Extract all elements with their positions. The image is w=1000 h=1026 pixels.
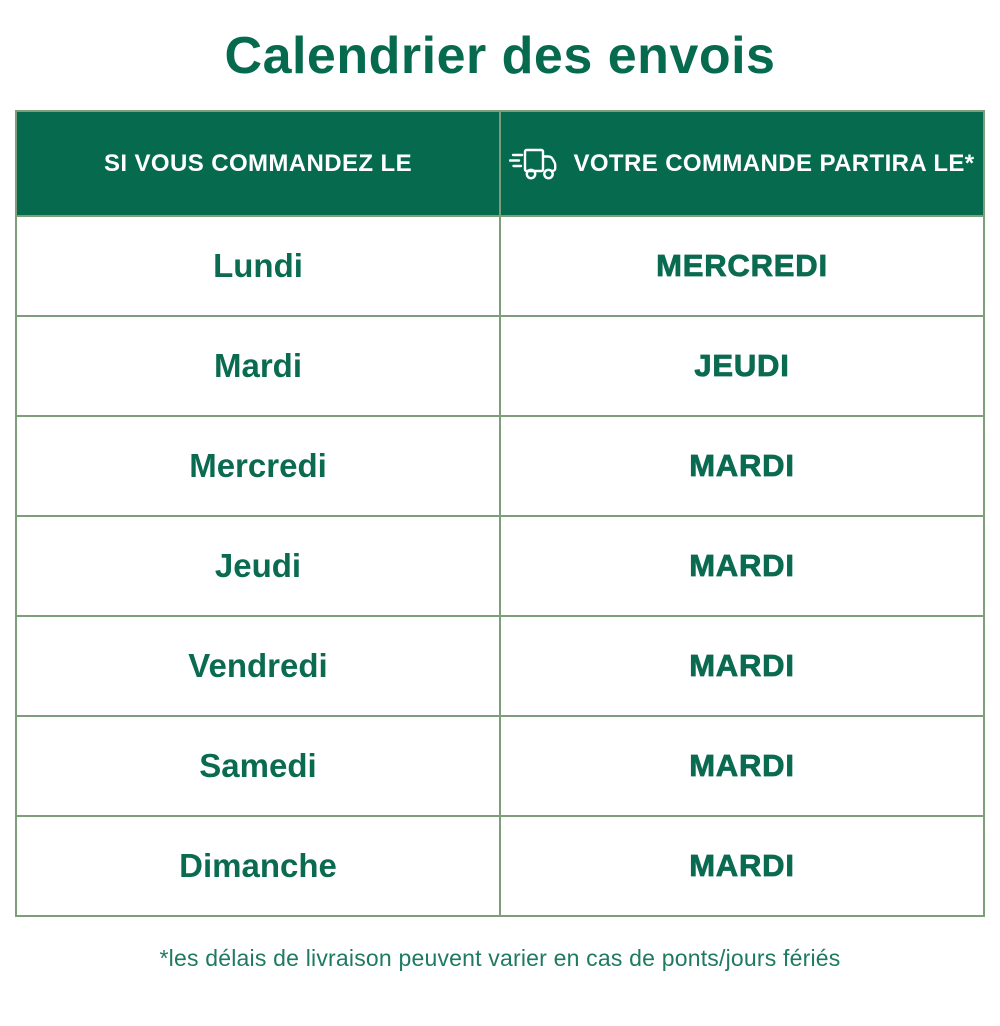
table-row: Dimanche MARDI	[15, 815, 985, 917]
order-day-cell: Mercredi	[15, 415, 501, 517]
order-day-cell: Dimanche	[15, 815, 501, 917]
ship-day-cell: MARDI	[499, 515, 985, 617]
order-day-column-header: SI VOUS COMMANDEZ LE	[15, 110, 501, 217]
table-row: Lundi MERCREDI	[15, 215, 985, 317]
table-row: Vendredi MARDI	[15, 615, 985, 717]
ship-day-column-header: VOTRE COMMANDE PARTIRA LE*	[499, 110, 985, 217]
ship-day-cell: MARDI	[499, 615, 985, 717]
footnote: *les délais de livraison peuvent varier …	[159, 945, 841, 971]
delivery-truck-icon	[509, 148, 557, 179]
ship-day-cell: JEUDI	[499, 315, 985, 417]
table-row: Samedi MARDI	[15, 715, 985, 817]
order-day-cell: Samedi	[15, 715, 501, 817]
table-row: Jeudi MARDI	[15, 515, 985, 617]
table-header-row: SI VOUS COMMANDEZ LE VOTRE COMMANDE PART…	[15, 110, 985, 217]
ship-day-cell: MARDI	[499, 815, 985, 917]
ship-day-cell: MARDI	[499, 715, 985, 817]
order-day-cell: Jeudi	[15, 515, 501, 617]
ship-day-cell: MARDI	[499, 415, 985, 517]
table-row: Mercredi MARDI	[15, 415, 985, 517]
order-day-cell: Mardi	[15, 315, 501, 417]
page-title: Calendrier des envois	[224, 27, 776, 85]
order-day-cell: Lundi	[15, 215, 501, 317]
ship-day-cell: MERCREDI	[499, 215, 985, 317]
table-body: Lundi MERCREDI Mardi JEUDI Mercredi MARD…	[15, 215, 985, 917]
order-day-header-label: SI VOUS COMMANDEZ LE	[103, 149, 412, 177]
shipping-schedule-table: SI VOUS COMMANDEZ LE VOTRE COMMANDE PART…	[15, 110, 985, 917]
order-day-cell: Vendredi	[15, 615, 501, 717]
ship-day-header-label: VOTRE COMMANDE PARTIRA LE*	[573, 149, 975, 177]
table-row: Mardi JEUDI	[15, 315, 985, 417]
